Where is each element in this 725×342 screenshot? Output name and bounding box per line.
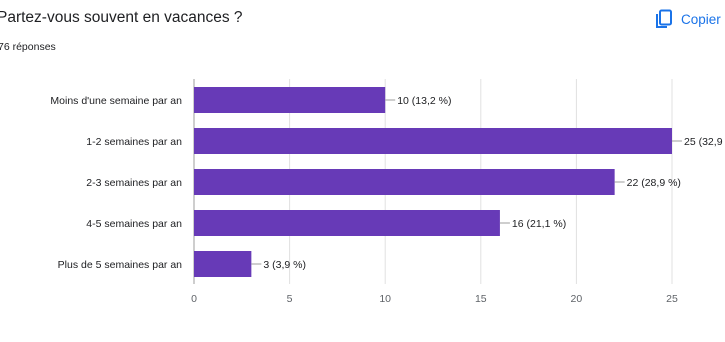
data-label: 3 (3,9 %) (263, 259, 306, 271)
bar (194, 128, 672, 154)
category-label: Moins d'une semaine par an (50, 95, 182, 107)
x-tick-label: 15 (475, 293, 487, 305)
response-count: 76 réponses (0, 41, 56, 53)
bar (194, 251, 252, 277)
x-tick-label: 5 (287, 293, 293, 305)
copy-icon (655, 9, 673, 29)
data-label: 10 (13,2 %) (397, 95, 451, 107)
question-title: Partez-vous souvent en vacances ? (0, 9, 243, 26)
data-label: 22 (28,9 %) (627, 177, 681, 189)
bar (194, 87, 386, 113)
bar (194, 169, 615, 195)
x-tick-label: 10 (379, 293, 391, 305)
copy-button[interactable]: Copier (655, 9, 721, 29)
category-label: 1-2 semaines par an (86, 136, 182, 148)
x-tick-label: 0 (191, 293, 197, 305)
x-tick-label: 20 (571, 293, 583, 305)
bar (194, 210, 500, 236)
category-label: 2-3 semaines par an (86, 177, 182, 189)
category-label: 4-5 semaines par an (86, 218, 182, 230)
category-label: Plus de 5 semaines par an (58, 259, 182, 271)
x-tick-label: 25 (666, 293, 678, 305)
data-label: 25 (32,9 %) (684, 136, 725, 148)
data-label: 16 (21,1 %) (512, 218, 566, 230)
copy-button-label: Copier (681, 11, 721, 27)
